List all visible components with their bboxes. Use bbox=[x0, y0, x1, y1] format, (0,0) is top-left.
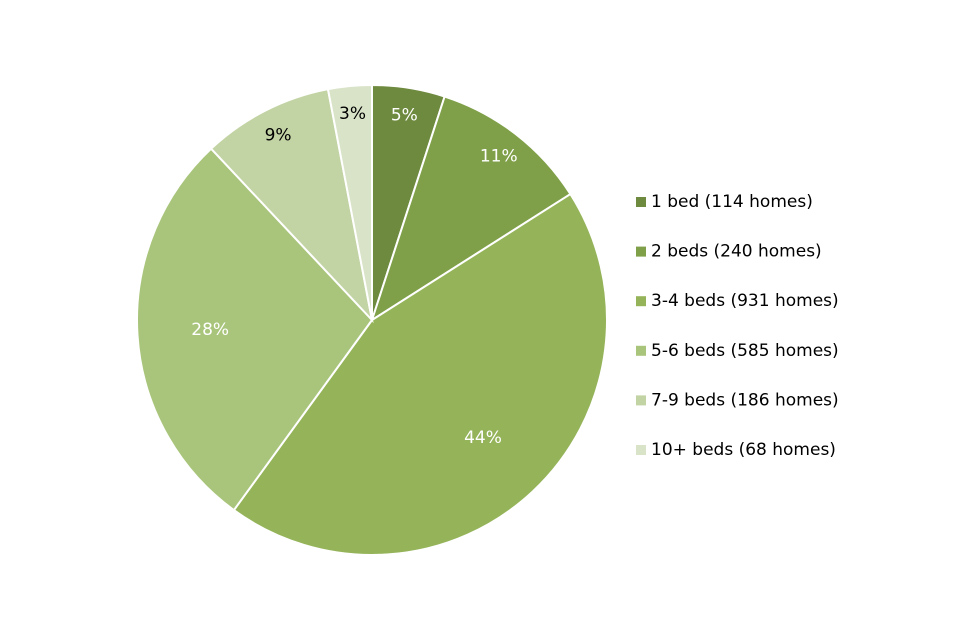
pie-slice bbox=[370, 95, 572, 323]
data-label: 11% bbox=[480, 147, 518, 167]
pie-slice bbox=[232, 192, 608, 556]
pie-slice bbox=[326, 83, 373, 321]
legend-label: 7-9 beds (186 homes) bbox=[651, 390, 839, 410]
data-label: 3% bbox=[339, 104, 366, 124]
legend-label: 3-4 beds (931 homes) bbox=[651, 291, 839, 311]
data-label: 5% bbox=[391, 106, 418, 126]
legend-label: 10+ beds (68 homes) bbox=[651, 440, 836, 460]
data-label: 9% bbox=[265, 126, 292, 146]
legend-swatch bbox=[636, 445, 646, 455]
pie-slice bbox=[136, 147, 374, 512]
legend-swatch bbox=[636, 197, 646, 207]
legend-swatch bbox=[636, 296, 646, 307]
legend-label: 1 bed (114 homes) bbox=[651, 192, 813, 212]
legend-label: 2 beds (240 homes) bbox=[651, 242, 822, 262]
pie-slice bbox=[209, 87, 374, 324]
legend-swatch bbox=[636, 395, 646, 406]
data-label: 28% bbox=[191, 320, 229, 340]
legend-swatch bbox=[636, 345, 646, 356]
data-label: 44% bbox=[464, 428, 502, 448]
legend-swatch bbox=[636, 246, 646, 257]
legend-label: 5-6 beds (585 homes) bbox=[651, 341, 839, 361]
